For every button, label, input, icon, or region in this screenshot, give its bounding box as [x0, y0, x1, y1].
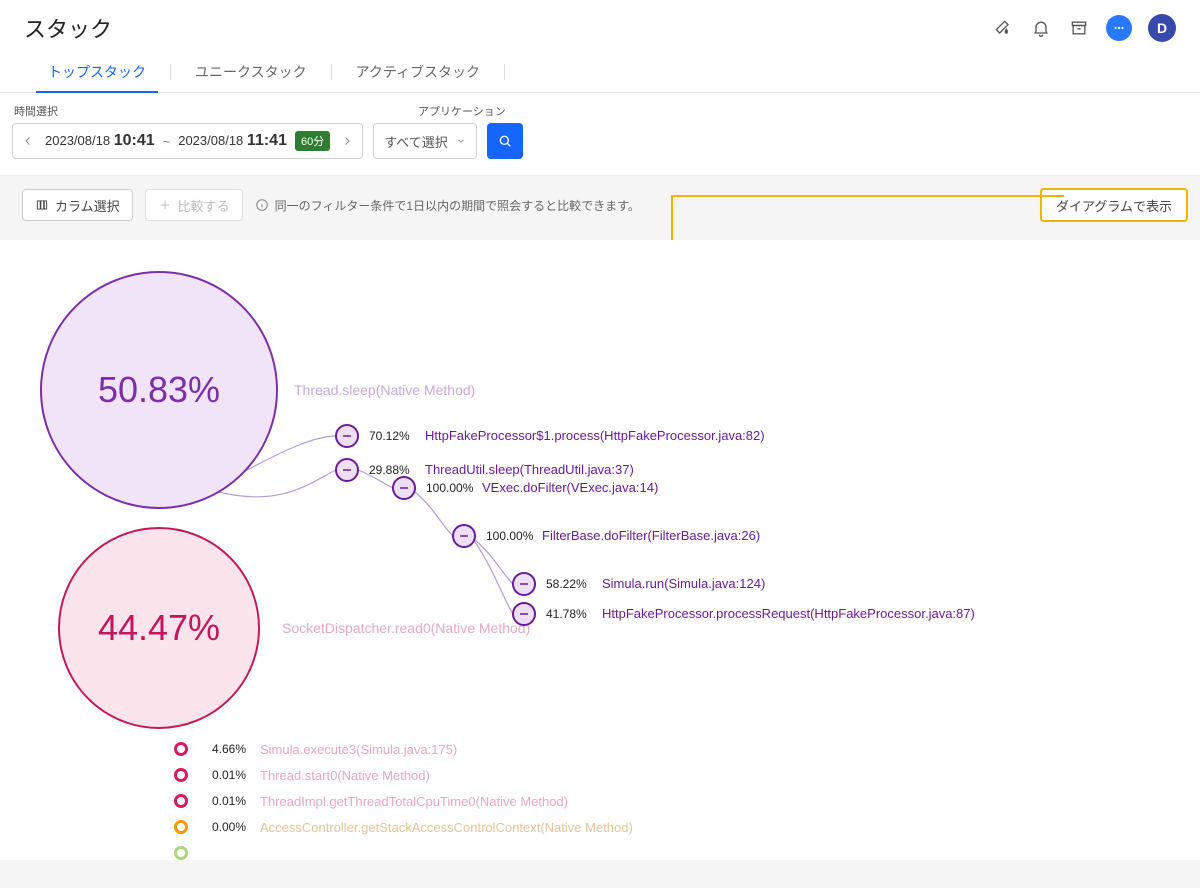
time-to-date: 2023/08/18	[178, 133, 243, 148]
child-node-pct: 100.00%	[486, 529, 534, 543]
child-node-pct: 29.88%	[369, 463, 410, 477]
child-node-label: HttpFakeProcessor.processRequest(HttpFak…	[602, 606, 975, 621]
big-node-label: SocketDispatcher.read0(Native Method)	[282, 620, 530, 636]
child-node-pct: 58.22%	[546, 577, 587, 591]
header-icons: D	[992, 14, 1176, 42]
child-node-pct: 41.78%	[546, 607, 587, 621]
child-node-label: ThreadUtil.sleep(ThreadUtil.java:37)	[425, 462, 634, 477]
page-header: スタック D	[0, 0, 1200, 52]
big-node-pct: 50.83%	[98, 369, 220, 410]
bell-icon[interactable]	[1030, 17, 1052, 39]
time-from-date: 2023/08/18	[45, 133, 110, 148]
small-entry-row[interactable]	[174, 840, 633, 860]
tab-unique-stack[interactable]: ユニークスタック	[171, 52, 331, 92]
application-select[interactable]: すべて選択	[373, 123, 477, 159]
time-to: 2023/08/18 11:41	[178, 132, 287, 150]
ring-icon	[174, 768, 188, 782]
diagram-edge	[475, 540, 513, 584]
compare-hint-text: 同一のフィルター条件で1日以内の期間で照会すると比較できます。	[275, 197, 640, 214]
info-icon	[255, 198, 269, 212]
columns-icon	[35, 198, 49, 212]
small-entry-row[interactable]: 4.66% Simula.execute3(Simula.java:175)	[174, 736, 633, 762]
ring-icon	[174, 846, 188, 860]
column-select-label: カラム選択	[55, 196, 120, 215]
small-entry-label: AccessController.getStackAccessControlCo…	[260, 820, 633, 835]
child-node-label: Simula.run(Simula.java:124)	[602, 576, 765, 591]
ring-icon	[174, 742, 188, 756]
small-entry-pct: 4.66%	[202, 742, 246, 756]
small-entry-pct: 0.00%	[202, 820, 246, 834]
tab-separator	[504, 64, 505, 80]
filters: 時間選択 アプリケーション 2023/08/18 10:41 ~ 2023/08…	[0, 93, 1200, 176]
time-range-separator: ~	[163, 134, 171, 149]
column-select-button[interactable]: カラム選択	[22, 189, 133, 221]
small-entries-list: 4.66% Simula.execute3(Simula.java:175) 0.0…	[174, 736, 633, 860]
big-node-pct: 44.47%	[98, 607, 220, 648]
time-range-picker[interactable]: 2023/08/18 10:41 ~ 2023/08/18 11:41 60分	[12, 123, 363, 159]
small-entry-pct: 0.01%	[202, 794, 246, 808]
page-title: スタック	[24, 12, 112, 44]
child-node-label: FilterBase.doFilter(FilterBase.java:26)	[542, 528, 760, 543]
application-label: アプリケーション	[410, 103, 506, 119]
small-entry-label: Thread.start0(Native Method)	[260, 768, 430, 783]
tabs: トップスタック ユニークスタック アクティブスタック	[0, 52, 1200, 93]
diagram-card: 50.83% Thread.sleep(Native Method) 44.47% S…	[24, 240, 1176, 860]
time-select-label: 時間選択	[12, 103, 410, 119]
prev-time-icon[interactable]	[19, 132, 37, 150]
archive-icon[interactable]	[1068, 17, 1090, 39]
child-node-pct: 100.00%	[426, 481, 474, 495]
ring-icon	[174, 820, 188, 834]
compare-hint: 同一のフィルター条件で1日以内の期間で照会すると比較できます。	[255, 197, 640, 214]
avatar[interactable]: D	[1148, 14, 1176, 42]
show-as-diagram-label: ダイアグラムで表示	[1056, 196, 1172, 215]
application-select-text: すべて選択	[384, 132, 448, 151]
small-entry-row[interactable]: 0.01% ThreadImpl.getThreadTotalCpuTime0(N…	[174, 788, 633, 814]
tab-active-stack[interactable]: アクティブスタック	[332, 52, 504, 92]
time-from: 2023/08/18 10:41	[45, 132, 155, 150]
time-to-time: 11:41	[247, 132, 287, 149]
small-entry-label: ThreadImpl.getThreadTotalCpuTime0(Native…	[260, 794, 568, 809]
child-node-label: HttpFakeProcessor$1.process(HttpFakeProc…	[425, 428, 765, 443]
compare-label: 比較する	[178, 196, 230, 215]
diagram-edge	[415, 492, 453, 536]
chat-bubble-icon[interactable]	[1106, 15, 1132, 41]
paint-icon[interactable]	[992, 17, 1014, 39]
chevron-down-icon	[456, 134, 466, 149]
show-as-diagram-button[interactable]: ダイアグラムで表示	[1040, 188, 1188, 222]
child-node-label: VExec.doFilter(VExec.java:14)	[482, 480, 658, 495]
ring-icon	[174, 794, 188, 808]
tab-top-stack[interactable]: トップスタック	[24, 52, 170, 92]
plus-icon	[158, 198, 172, 212]
search-button[interactable]	[487, 123, 523, 159]
small-entry-row[interactable]: 0.00% AccessController.getStackAccessCont…	[174, 814, 633, 840]
small-entry-row[interactable]: 0.01% Thread.start0(Native Method)	[174, 762, 633, 788]
big-node-label: Thread.sleep(Native Method)	[294, 382, 475, 398]
duration-badge: 60分	[295, 131, 330, 151]
compare-button[interactable]: 比較する	[145, 189, 243, 221]
small-entry-pct: 0.01%	[202, 768, 246, 782]
toolbar-secondary: カラム選択 比較する 同一のフィルター条件で1日以内の期間で照会すると比較できま…	[0, 176, 1200, 240]
small-entry-label: Simula.execute3(Simula.java:175)	[260, 742, 457, 757]
next-time-icon[interactable]	[338, 132, 356, 150]
time-from-time: 10:41	[114, 132, 155, 149]
child-node-pct: 70.12%	[369, 429, 410, 443]
